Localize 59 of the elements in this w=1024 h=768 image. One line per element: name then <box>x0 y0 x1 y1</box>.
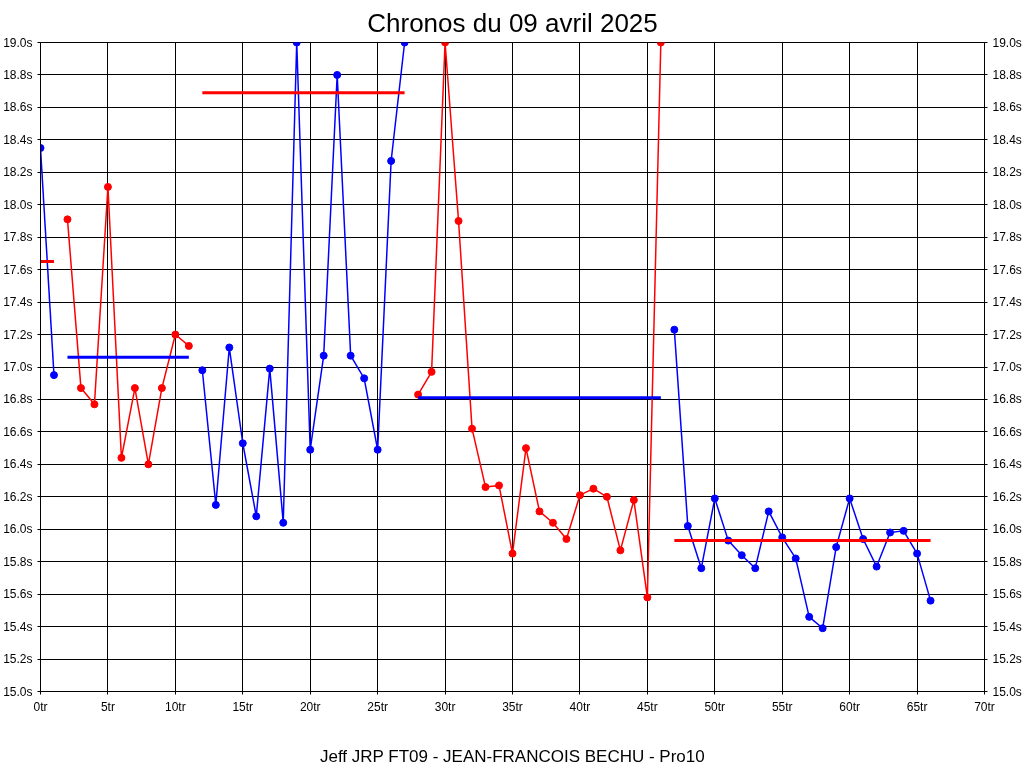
y2-tick-label: 17.4s <box>992 295 1022 310</box>
y-tick-label: 16.6s <box>3 424 33 439</box>
y-tick-label: 15.6s <box>3 587 33 602</box>
x-tick-label: 55tr <box>771 699 793 714</box>
x-tick-label: 60tr <box>839 699 860 714</box>
x-tick-label: 10tr <box>165 699 186 714</box>
y-tick-label: 16.0s <box>3 522 33 537</box>
y-tick-label: 18.6s <box>3 100 33 115</box>
x-tick-label: 15tr <box>232 699 254 714</box>
y-tick-label: 17.6s <box>3 262 33 277</box>
x-tick-label: 20tr <box>299 699 321 714</box>
y2-tick-label: 16.0s <box>992 522 1022 537</box>
y2-tick-label: 15.0s <box>992 684 1022 699</box>
y2-tick-label: 17.8s <box>992 230 1022 245</box>
y2-tick-label: 18.4s <box>992 132 1022 147</box>
y2-tick-label: 17.2s <box>992 327 1022 342</box>
y2-tick-label: 18.8s <box>992 67 1022 82</box>
y-tick-label: 16.8s <box>3 392 33 407</box>
y2-tick-label: 15.8s <box>992 554 1022 569</box>
x-tick-label: 40tr <box>569 699 591 714</box>
y-tick-label: 19.0s <box>3 35 33 50</box>
y-tick-label: 15.2s <box>3 652 33 667</box>
y2-tick-label: 19.0s <box>992 35 1022 50</box>
y2-tick-label: 18.0s <box>992 197 1022 212</box>
x-tick-label: 5tr <box>100 699 115 714</box>
x-tick-label: 0tr <box>33 699 48 714</box>
y-tick-label: 17.0s <box>3 360 33 374</box>
y2-tick-label: 17.0s <box>992 360 1022 374</box>
y2-tick-label: 15.4s <box>992 619 1022 634</box>
y-tick-label: 18.2s <box>3 165 33 180</box>
y2-tick-label: 17.6s <box>992 262 1022 277</box>
y-tick-label: 17.8s <box>3 230 33 245</box>
y-tick-label: 18.4s <box>3 132 33 147</box>
y2-tick-label: 16.6s <box>992 424 1022 439</box>
y-tick-label: 17.2s <box>3 327 33 342</box>
x-tick-label: 65tr <box>906 699 928 714</box>
x-tick-label: 45tr <box>637 699 658 714</box>
x-tick-label: 35tr <box>502 699 523 714</box>
y-tick-label: 15.8s <box>3 554 33 569</box>
y2-tick-label: 16.2s <box>992 489 1022 504</box>
x-tick-label: 50tr <box>704 699 726 714</box>
y-tick-label: 18.8s <box>3 67 33 82</box>
y2-tick-label: 18.6s <box>992 100 1022 115</box>
y-tick-label: 18.0s <box>3 197 33 212</box>
y-tick-label: 16.4s <box>3 457 33 472</box>
y2-tick-label: 16.8s <box>992 392 1022 407</box>
y2-tick-label: 18.2s <box>992 165 1022 180</box>
x-tick-label: 25tr <box>367 699 388 714</box>
y-tick-label: 15.4s <box>3 619 33 634</box>
y-tick-label: 15.0s <box>3 684 33 699</box>
x-tick-label: 70tr <box>974 699 995 714</box>
y2-tick-label: 16.4s <box>992 457 1022 472</box>
chart-title: Chronos du 09 avril 2025 <box>367 7 658 38</box>
y-tick-label: 17.4s <box>3 295 33 310</box>
y2-tick-label: 15.6s <box>992 587 1022 602</box>
y2-tick-label: 15.2s <box>992 652 1022 667</box>
x-tick-label: 30tr <box>434 699 456 714</box>
y-tick-label: 16.2s <box>3 489 33 504</box>
x-axis-title: Jeff JRP FT09 - JEAN-FRANCOIS BECHU - Pro10 <box>319 746 705 766</box>
